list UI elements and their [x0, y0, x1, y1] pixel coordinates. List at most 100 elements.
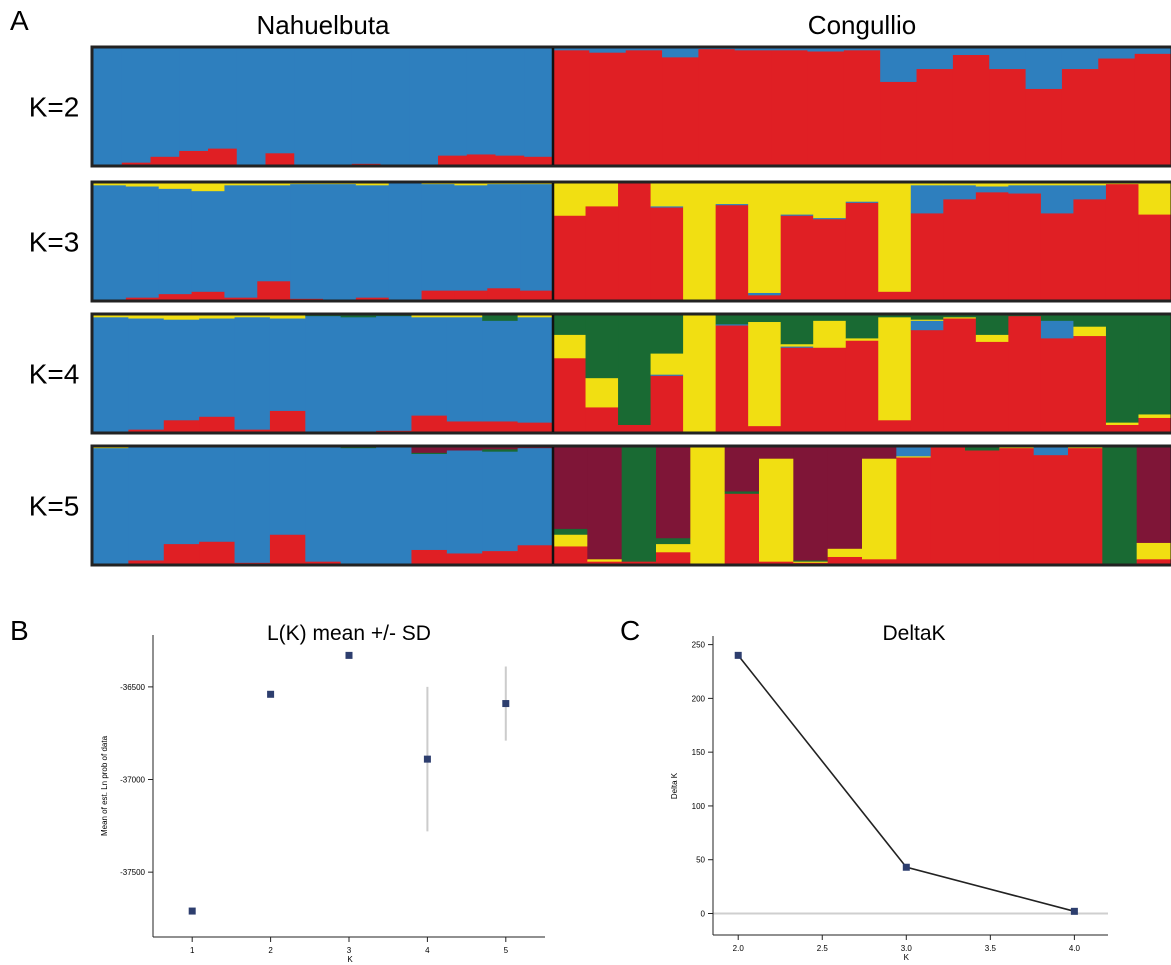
admixture-segment [1073, 199, 1107, 301]
admixture-segment [380, 48, 410, 166]
admixture-segment [93, 185, 127, 301]
admixture-segment [698, 49, 736, 166]
admixture-segment [93, 317, 129, 433]
admixture-segment [827, 556, 863, 565]
admixture-segment [843, 50, 881, 166]
admixture-segment [482, 451, 519, 552]
admixture-segment [163, 420, 200, 433]
admixture-segment [1105, 422, 1140, 426]
admixture-segment [618, 424, 652, 433]
admixture-segment [1040, 320, 1075, 339]
admixture-segment [1098, 58, 1136, 166]
admixture-segment [93, 48, 123, 166]
admixture-segment [269, 447, 306, 536]
admixture-segment [845, 315, 879, 339]
admixture-segment [553, 183, 587, 217]
chart-title: L(K) mean +/- SD [267, 622, 431, 645]
admixture-segment [421, 290, 456, 301]
admixture-segment [748, 322, 782, 427]
admixture-segment [553, 528, 588, 536]
admixture-segment [1040, 183, 1075, 186]
admixture-segment [1025, 88, 1063, 166]
admixture-segment [845, 183, 879, 203]
admixture-segment [759, 561, 794, 565]
admixture-segment [845, 201, 879, 204]
admixture-segment [495, 48, 525, 157]
admixture-segment [265, 153, 295, 166]
admixture-segment [411, 415, 448, 433]
admixture-segment [265, 48, 295, 154]
admixture-segment [411, 452, 448, 455]
admixture-segment [487, 288, 521, 301]
admixture-segment [158, 188, 193, 295]
admixture-segment [585, 315, 619, 379]
admixture-segment [845, 202, 879, 301]
admixture-segment [121, 162, 152, 166]
admixture-segment [224, 297, 258, 301]
admixture-segment [125, 183, 160, 187]
admixture-segment [780, 214, 814, 217]
admixture-segment [150, 48, 180, 158]
admixture-segment [771, 50, 809, 166]
admixture-segment [305, 315, 342, 317]
admixture-segment [1008, 183, 1042, 186]
x-tick-label: 4.0 [1069, 944, 1081, 953]
admixture-segment [910, 320, 944, 331]
admixture-segment [880, 48, 918, 83]
admixture-segment [943, 185, 977, 200]
admixture-segment [553, 50, 590, 166]
admixture-segment [896, 457, 932, 565]
admixture-segment [1073, 183, 1107, 186]
y-tick-label: 150 [692, 748, 706, 757]
admixture-segment [199, 541, 236, 565]
admixture-segment [1136, 542, 1171, 560]
admixture-segment [1138, 214, 1171, 301]
admixture-segment [128, 560, 165, 565]
admixture-segment [975, 192, 1009, 301]
admixture-segment [862, 559, 897, 565]
admixture-segment [158, 294, 193, 301]
admixture-segment [482, 315, 519, 322]
x-tick-label: 4 [425, 946, 430, 955]
k-row-label: K=5 [29, 491, 80, 522]
admixture-segment [340, 315, 377, 318]
admixture-segment [656, 447, 691, 539]
admixture-segment [257, 185, 291, 282]
admixture-segment [715, 204, 749, 206]
k-row-frame [90, 180, 1171, 303]
k-row-frame [90, 312, 1171, 435]
admixture-segment [813, 347, 847, 433]
admixture-segment [813, 315, 847, 322]
admixture-segment [376, 316, 413, 432]
admixture-segment [910, 330, 944, 433]
admixture-segment [376, 315, 413, 317]
admixture-segment [128, 447, 165, 561]
admixture-segment [1105, 183, 1140, 185]
admixture-segment [589, 52, 627, 166]
admixture-segment [191, 191, 226, 293]
admixture-segment [553, 48, 590, 51]
admixture-segment [158, 183, 193, 190]
admixture-segment [438, 155, 468, 166]
panel-label-c: C [620, 615, 640, 646]
admixture-segment [999, 447, 1035, 449]
panel-label-a: A [10, 5, 29, 36]
y-tick-label: 50 [696, 856, 705, 865]
admixture-segment [618, 315, 652, 426]
admixture-segment [813, 183, 847, 219]
x-tick-label: 2 [268, 946, 273, 955]
admixture-segment [191, 183, 226, 192]
admixture-segment [257, 183, 291, 186]
admixture-segment [553, 358, 587, 433]
admixture-segment [748, 292, 782, 296]
admixture-segment [234, 447, 271, 564]
admixture-segment [793, 560, 829, 563]
admixture-segment [1102, 447, 1138, 565]
admixture-segment [1138, 414, 1171, 419]
admixture-segment [411, 447, 448, 454]
x-tick-label: 3.0 [901, 944, 913, 953]
population-label-congullio: Congullio [808, 10, 916, 40]
admixture-segment [409, 48, 439, 166]
admixture-segment [880, 81, 918, 166]
